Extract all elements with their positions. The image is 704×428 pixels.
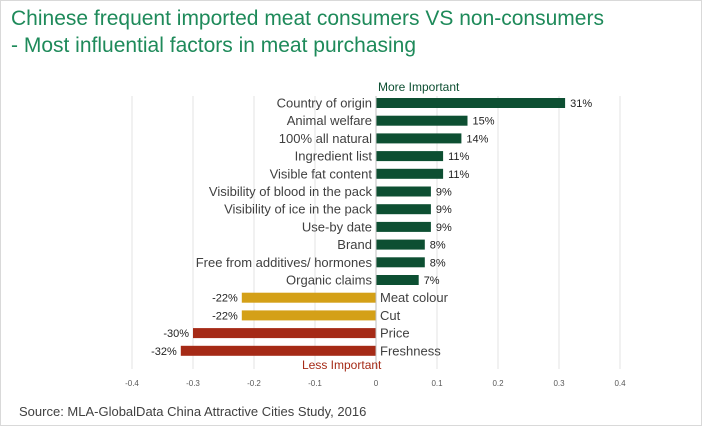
- data-label: -22%: [212, 293, 238, 305]
- annotation-more-important: More Important: [378, 80, 460, 94]
- data-label: 9%: [436, 204, 452, 216]
- data-label: 31%: [570, 98, 592, 110]
- category-label: Price: [380, 326, 410, 341]
- category-label: Free from additives/ hormones: [196, 255, 373, 270]
- category-label: Freshness: [380, 343, 441, 358]
- category-label: 100% all natural: [279, 131, 372, 146]
- category-label: Use-by date: [302, 219, 372, 234]
- bar: [376, 257, 425, 268]
- data-label: 9%: [436, 222, 452, 234]
- x-tick-label: 0.4: [614, 379, 626, 388]
- bar: [376, 115, 468, 126]
- category-label: Country of origin: [277, 96, 372, 111]
- category-label: Visible fat content: [270, 166, 373, 181]
- data-label: 7%: [424, 275, 440, 287]
- bar: [376, 168, 444, 179]
- category-label: Ingredient list: [295, 149, 373, 164]
- x-tick-label: -0.2: [247, 379, 261, 388]
- data-label: 15%: [473, 116, 495, 128]
- category-label: Brand: [337, 237, 372, 252]
- category-label: Visibility of blood in the pack: [209, 184, 373, 199]
- category-label: Animal welfare: [287, 113, 372, 128]
- source-note: Source: MLA-GlobalData China Attractive …: [19, 404, 367, 419]
- bar-chart: -0.4 -0.3 -0.2 -0.1 0 0.1 0.2 0.3 0.4 Country of …: [125, 80, 626, 388]
- data-label: 14%: [466, 133, 488, 145]
- category-label: Cut: [380, 308, 401, 323]
- data-label: 9%: [436, 187, 452, 199]
- data-label: -32%: [151, 346, 177, 358]
- bar: [180, 345, 376, 356]
- x-tick-label: 0: [374, 379, 379, 388]
- chart-title: Chinese frequent imported meat consumers…: [11, 5, 701, 59]
- category-label: Visibility of ice in the pack: [224, 202, 372, 217]
- data-label: 11%: [448, 169, 469, 181]
- title-line-1: Chinese frequent imported meat consumers…: [11, 7, 604, 30]
- bar: [376, 133, 462, 144]
- data-label: -22%: [212, 310, 238, 322]
- bar: [376, 98, 566, 108]
- x-tick-label: -0.4: [125, 379, 139, 388]
- bar: [376, 204, 431, 215]
- title-line-2: - Most influential factors in meat purch…: [11, 34, 417, 57]
- bar: [376, 239, 425, 250]
- x-tick-label: 0.3: [553, 379, 565, 388]
- bar: [241, 310, 376, 321]
- annotation-less-important: Less Important: [302, 358, 382, 372]
- data-label: -30%: [163, 328, 189, 340]
- x-tick-label: -0.3: [186, 379, 200, 388]
- bar: [376, 275, 419, 285]
- bar: [376, 221, 431, 232]
- category-label: Meat colour: [380, 290, 449, 305]
- data-label: 11%: [448, 151, 469, 163]
- bar: [376, 151, 444, 162]
- x-tick-label: 0.1: [431, 379, 443, 388]
- bar: [193, 328, 376, 339]
- data-label: 8%: [430, 240, 446, 252]
- bar: [376, 186, 431, 197]
- bar: [241, 292, 376, 303]
- category-label: Organic claims: [286, 273, 372, 288]
- x-tick-label: -0.1: [308, 379, 322, 388]
- x-tick-label: 0.2: [492, 379, 504, 388]
- data-label: 8%: [430, 257, 446, 269]
